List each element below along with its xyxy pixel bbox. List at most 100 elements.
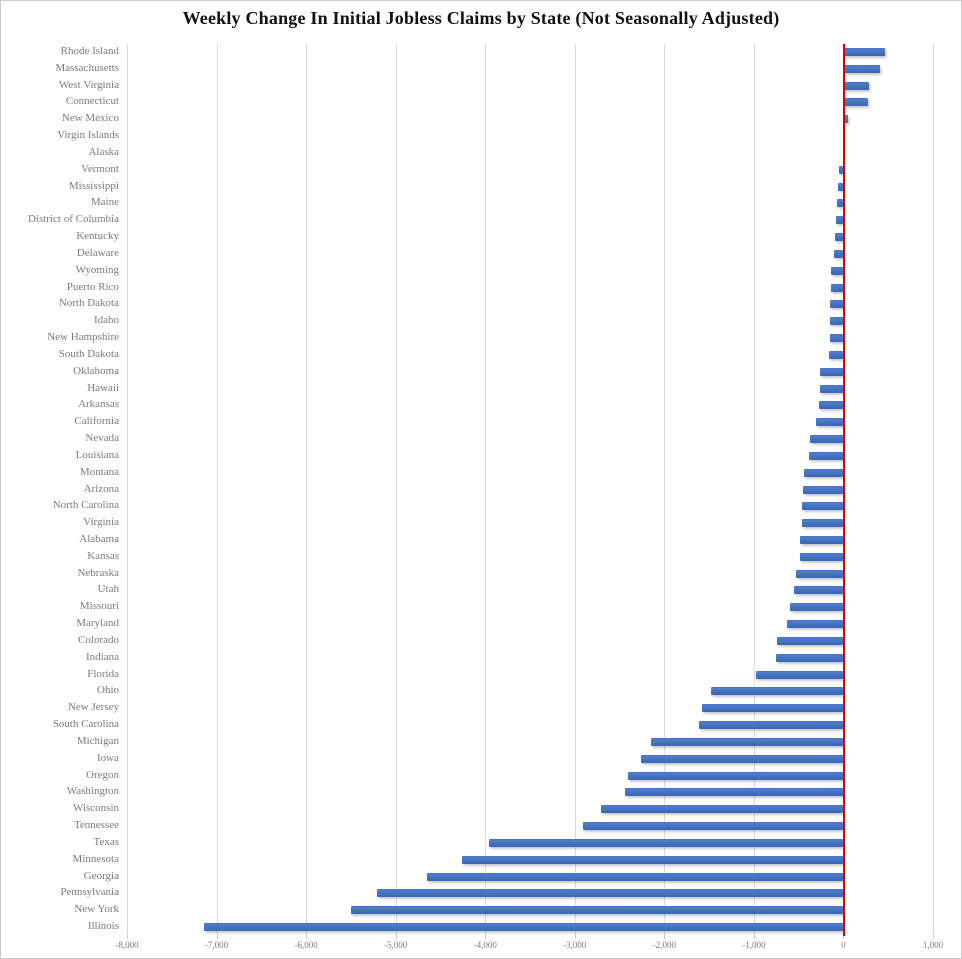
- gridline: [753, 44, 755, 934]
- category-label: Texas: [93, 835, 120, 848]
- category-label: Kansas: [87, 549, 119, 562]
- bar: [796, 569, 844, 578]
- category-label: Washington: [66, 785, 119, 798]
- category-label: South Dakota: [58, 347, 119, 360]
- bar: [376, 889, 844, 898]
- category-label: New Jersey: [67, 701, 119, 714]
- category-label: Virgin Islands: [57, 129, 119, 142]
- x-axis-tick-label: -7,000: [204, 940, 229, 950]
- category-label: Tennessee: [73, 819, 119, 832]
- axis-tick: [664, 934, 666, 939]
- bar: [836, 199, 844, 208]
- category-label: Georgia: [83, 869, 119, 882]
- x-axis-tick-label: -4,000: [473, 940, 497, 950]
- category-label: Pennsylvania: [60, 886, 119, 899]
- bar: [830, 283, 844, 292]
- bar: [624, 788, 844, 797]
- category-label: South Carolina: [52, 718, 119, 731]
- category-label: Montana: [79, 465, 119, 478]
- x-axis-tick-label: -5,000: [384, 940, 408, 950]
- category-label: Missouri: [79, 600, 119, 613]
- category-label: District of Columbia: [27, 213, 119, 226]
- axis-tick: [127, 934, 128, 939]
- category-label: Louisiana: [75, 448, 119, 461]
- category-label: Rhode Island: [60, 44, 119, 57]
- bar: [627, 771, 844, 780]
- bar: [828, 350, 844, 359]
- bar: [794, 586, 844, 595]
- category-label: Michigan: [76, 734, 119, 747]
- bar: [801, 519, 844, 528]
- bar: [829, 334, 844, 343]
- category-label: Colorado: [78, 633, 119, 646]
- bar: [802, 502, 844, 511]
- chart-title: Weekly Change In Initial Jobless Claims …: [182, 8, 780, 28]
- x-axis-tick-label: -1,000: [742, 940, 766, 950]
- bar: [810, 435, 844, 443]
- category-label: Illinois: [87, 920, 119, 933]
- x-axis-tick-label: 1,000: [922, 940, 944, 950]
- bar: [843, 47, 885, 56]
- category-label: New York: [74, 903, 119, 916]
- x-axis-tick-label: -6,000: [294, 940, 318, 950]
- bar: [816, 418, 844, 427]
- category-label: Florida: [87, 667, 119, 680]
- bar: [838, 165, 844, 174]
- bar: [461, 855, 844, 864]
- bar: [809, 451, 844, 460]
- axis-tick: [485, 934, 487, 939]
- bar: [834, 249, 844, 258]
- category-label: Wisconsin: [73, 802, 119, 815]
- category-label: Minnesota: [72, 852, 119, 865]
- bar: [702, 704, 844, 713]
- gridline: [306, 44, 308, 934]
- bar: [831, 266, 844, 275]
- bar: [819, 401, 844, 410]
- category-label: Mississippi: [68, 179, 119, 192]
- category-label: Indiana: [86, 650, 119, 663]
- axis-tick: [306, 934, 308, 939]
- category-label: Utah: [97, 583, 119, 596]
- gridline: [485, 44, 487, 934]
- bar: [819, 384, 844, 393]
- axis-tick: [216, 934, 218, 939]
- bar: [786, 620, 844, 629]
- category-label: Connecticut: [65, 95, 119, 108]
- x-axis-tick-label: -3,000: [563, 940, 587, 950]
- category-label: Vermont: [81, 162, 119, 175]
- axis-tick: [933, 934, 934, 939]
- bar: [843, 81, 869, 90]
- category-label: Ohio: [97, 684, 119, 697]
- bar: [804, 468, 844, 477]
- category-label: North Carolina: [52, 499, 119, 512]
- bar: [830, 317, 844, 326]
- bar: [489, 838, 844, 847]
- bar: [350, 906, 844, 915]
- bar: [820, 367, 844, 376]
- bar: [427, 872, 844, 881]
- category-label: Puerto Rico: [66, 280, 119, 293]
- category-label: West Virginia: [58, 78, 119, 91]
- category-label: Alabama: [79, 532, 119, 545]
- bar: [755, 670, 844, 679]
- bar: [843, 98, 868, 107]
- category-label: New Mexico: [61, 112, 119, 125]
- category-label: California: [74, 415, 119, 428]
- category-label: Arkansas: [78, 398, 119, 411]
- gridline: [933, 44, 934, 934]
- category-label: Arizona: [83, 482, 119, 495]
- category-label: Massachusetts: [55, 61, 119, 74]
- bar: [843, 115, 848, 124]
- bar: [835, 233, 844, 242]
- bar: [777, 636, 844, 645]
- gridline: [395, 44, 397, 934]
- axis-tick: [843, 934, 845, 939]
- category-label: Nebraska: [77, 566, 119, 579]
- bar: [650, 737, 844, 746]
- category-label: Oklahoma: [73, 364, 119, 377]
- category-label: Maryland: [76, 617, 119, 630]
- bar: [699, 721, 844, 730]
- bar: [789, 603, 844, 612]
- bar: [803, 485, 844, 494]
